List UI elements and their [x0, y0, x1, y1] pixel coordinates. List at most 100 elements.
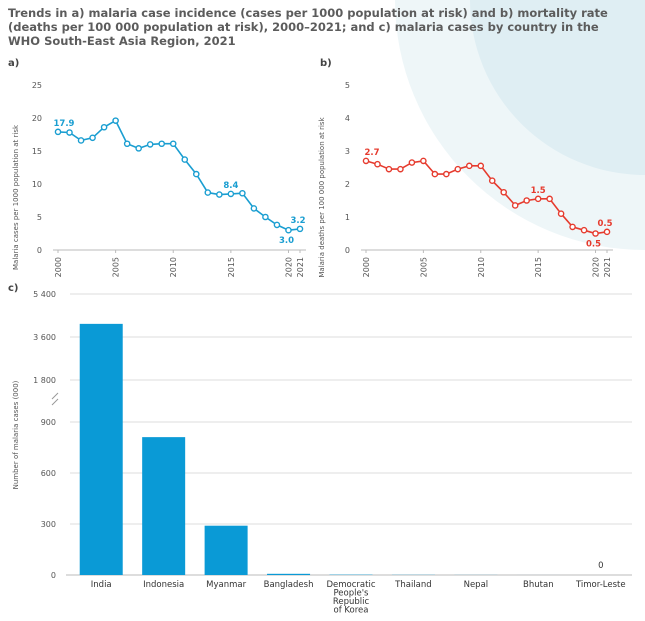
panel-b-data-point [488, 177, 496, 184]
panel-c-y-tick-label: 300 [41, 520, 56, 529]
panel-c-y-tick-label: 0 [51, 571, 56, 580]
panel-a-y-tick-label: 10 [32, 180, 42, 189]
panel-a-y-tick-label: 0 [37, 246, 42, 255]
panel-c-y-tick-label: 900 [41, 418, 56, 427]
panel-b-x-tick-label: 2000 [362, 257, 371, 277]
panel-a-y-tick-label: 15 [32, 147, 42, 156]
panel-a-x-tick-label: 2021 [296, 257, 305, 277]
panel-b-data-point [523, 197, 530, 204]
panel-b-data-label: 2.7 [364, 148, 379, 158]
panel-a-data-point [204, 189, 212, 196]
panel-b-x-tick-label: 2021 [603, 257, 612, 277]
panel-a-data-point [216, 191, 223, 198]
panel-b-y-tick-label: 4 [345, 114, 350, 123]
panel-a-data-point [239, 189, 246, 197]
panel-c-y-tick-label: 600 [41, 469, 56, 478]
panel-b-data-point [443, 170, 450, 178]
panel-a-series-line [57, 119, 301, 232]
panel-a-data-point [54, 128, 62, 136]
panel-b-data-point [477, 162, 485, 170]
panel-c-y-axis-label: Number of malaria cases (000) [12, 380, 20, 489]
panel-b-y-tick-label: 5 [345, 81, 350, 90]
panel-a-data-point [100, 123, 108, 131]
panel-b-data-point [603, 228, 611, 236]
panel-a-data-point [296, 225, 304, 233]
panel-c-data-label: 0 [598, 561, 603, 571]
panel-b-x-tick-label: 2020 [592, 257, 601, 277]
panel-a-x-tick-label: 2020 [284, 257, 293, 277]
panel-a-data-point [273, 221, 281, 229]
panel-b-series-line [365, 160, 608, 235]
panel-c-label: c) [8, 283, 19, 294]
panel-b-data-point [500, 188, 508, 196]
panel-c-bar [142, 437, 186, 575]
panel-c-category-label: People's [333, 589, 369, 599]
panel-a-data-point [169, 140, 177, 148]
panel-b-data-point [465, 162, 473, 170]
panel-a-data-label: 8.4 [223, 181, 238, 191]
panel-a-data-point [135, 145, 142, 152]
panel-a-x-tick-label: 2010 [169, 257, 178, 277]
panel-a-data-point [285, 226, 292, 234]
panel-a-data-point [250, 205, 258, 212]
panel-b-y-axis-label: Malaria deaths per 100 000 population at… [318, 116, 326, 277]
panel-c-bar [204, 525, 248, 575]
panel-b-data-point [580, 226, 588, 234]
panel-b-data-label: 0.5 [586, 240, 601, 250]
panel-b-data-point [592, 230, 599, 237]
panel-c-bar [267, 573, 311, 575]
panel-a-data-point [181, 156, 189, 163]
panel-a-data-point [146, 141, 154, 148]
panel-a-x-tick-label: 2015 [227, 257, 236, 277]
panel-a-data-label: 3.0 [279, 236, 294, 246]
panel-b-x-tick-label: 2010 [477, 257, 486, 277]
panel-b-data-point [454, 165, 462, 173]
panel-a-data-point [89, 134, 96, 142]
panel-a-label: a) [8, 58, 19, 69]
panel-a-data-point [158, 140, 166, 148]
panel-b-x-tick-label: 2015 [534, 257, 543, 277]
panel-b-data-point [569, 223, 576, 231]
panel-b-data-point [511, 202, 519, 209]
panel-a-data-point [112, 117, 119, 124]
panel-c-y-tick-label: 5 400 [33, 290, 56, 299]
panel-b-data-point [546, 195, 553, 203]
panel-b-data-point [374, 160, 381, 168]
panel-c-category-label: Democratic [327, 580, 376, 590]
panel-b-data-point [397, 165, 404, 173]
panel-c-category-label: Republic [333, 597, 370, 607]
panel-b-data-point [431, 170, 439, 178]
panel-c-y-tick-label: 3 600 [33, 333, 56, 342]
panel-b-y-tick-label: 0 [345, 246, 350, 255]
panel-c-category-label: Bangladesh [264, 580, 314, 590]
panel-c-category-label: Timor-Leste [575, 580, 626, 590]
panel-c-y-tick-label: 1 800 [33, 376, 56, 385]
panel-b-data-point [408, 159, 416, 166]
panel-b-data-point [362, 157, 370, 165]
panel-b-data-point [534, 195, 542, 203]
panel-b-data-point [385, 165, 393, 173]
panel-a-y-tick-label: 5 [37, 213, 42, 222]
panel-a-data-point [123, 140, 131, 148]
panel-c-category-label: Bhutan [523, 580, 554, 590]
panel-b-data-point [557, 210, 565, 217]
figure-title: Trends in a) malaria case incidence (cas… [8, 6, 608, 48]
panel-b-y-tick-label: 2 [345, 180, 350, 189]
panel-a-data-point [66, 129, 73, 136]
panel-a-data-point [262, 213, 269, 221]
panel-b-y-tick-label: 1 [345, 213, 350, 222]
panel-b-y-tick-label: 3 [345, 147, 350, 156]
panel-a-data-point [192, 170, 200, 178]
panel-a-data-label: 17.9 [54, 119, 75, 129]
panel-c-category-label: Thailand [394, 580, 432, 590]
panel-c-category-label: Myanmar [206, 580, 246, 590]
panel-b-data-label: 1.5 [531, 186, 546, 196]
panel-a-y-tick-label: 20 [32, 114, 42, 123]
panel-c-category-label: Nepal [464, 580, 489, 590]
panel-c-category-label: India [91, 580, 112, 590]
panel-b-data-label: 0.5 [597, 219, 612, 229]
panel-b-data-point [420, 157, 427, 165]
panel-a-data-label: 3.2 [290, 216, 305, 226]
